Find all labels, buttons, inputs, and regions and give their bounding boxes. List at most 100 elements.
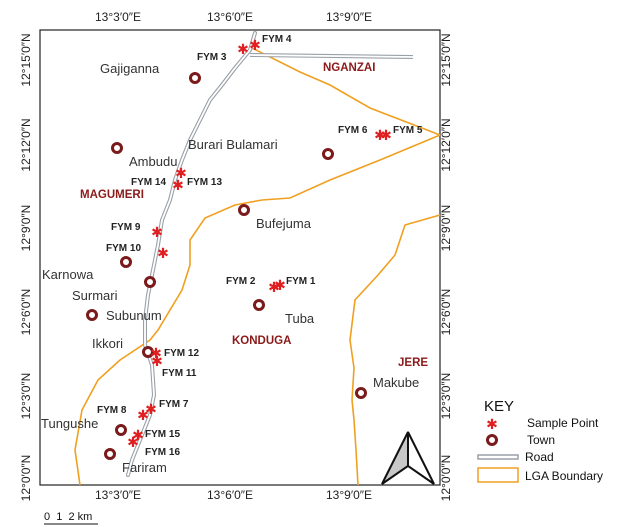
sample-point-fym-10: ✱ FYM 10 [106,243,169,261]
sample-point-label: FYM 16 [145,447,180,458]
town-label: Tuba [285,311,315,326]
sample-point-fym-14: ✱ FYM 14 [131,165,187,188]
sample-point-fym-15: ✱ FYM 15 [132,427,180,443]
lat-tick-left-5: 12°3′0″N [19,373,33,420]
sample-point-marker: ✱ [374,127,386,143]
lon-tick-bottom-2: 13°6′0″E [207,488,253,502]
lon-ticks-top: 13°3′0″E 13°6′0″E 13°9′0″E [95,10,372,24]
lat-ticks-right: 12°15′0″N 12°12′0″N 12°9′0″N 12°6′0″N 12… [439,33,453,501]
sample-point-label: FYM 6 [338,125,368,136]
scale-bar: 0 1 2 km [44,511,98,525]
lon-tick-bottom-3: 13°9′0″E [326,488,372,502]
lat-ticks-left: 12°15′0″N 12°12′0″N 12°9′0″N 12°6′0″N 12… [19,33,33,501]
sample-point-fym-5: ✱ FYM 5 [380,125,423,143]
sample-point-fym-12: ✱ FYM 12 [150,345,199,361]
sample-point-label: FYM 14 [131,177,166,188]
lga-label-nganzai: NGANZAI [323,62,375,74]
legend-title: KEY [484,398,514,415]
lon-ticks-bottom: 13°3′0″E 13°6′0″E 13°9′0″E [95,488,372,502]
legend-sample-point-label: Sample Point [527,416,599,430]
town-bufejuma: Bufejuma [238,204,312,231]
north-arrow-right-half [407,431,435,485]
town-marker [238,204,250,216]
sample-point-fym-13: ✱ FYM 13 [172,177,222,193]
sample-point-label: FYM 15 [145,429,180,440]
town-makube: Makube [355,375,419,399]
town-label: Subunum [106,308,162,323]
town-marker [322,148,334,160]
lat-tick-left-1: 12°15′0″N [19,33,33,86]
lon-tick-top-1: 13°3′0″E [95,10,141,24]
town-marker [120,256,132,268]
towns: Gajiganna Ambudu Burari Bulamari Bufejum… [41,61,419,475]
north-arrow-icon [381,431,435,485]
town-subunum: Subunum [86,308,162,323]
town-label: Makube [373,375,419,390]
town-marker [104,448,116,460]
lga-label-jere: JERE [398,357,428,369]
legend-lga-boundary-icon [477,467,519,483]
legend-road-label: Road [525,450,554,464]
sample-point-marker: ✱ [380,127,392,143]
legend: KEY ✱ Sample Point Town Road LGA Boundar… [477,398,603,483]
lat-tick-right-6: 12°0′0″N [439,455,453,502]
sample-point-label: FYM 12 [164,348,199,359]
town-label: Gajiganna [100,61,160,76]
sample-point-marker: ✱ [151,353,163,369]
legend-road-icon [477,454,519,460]
sample-point-marker: ✱ [268,279,280,295]
town-marker [253,299,265,311]
lon-tick-bottom-1: 13°3′0″E [95,488,141,502]
town-label: Tungushe [41,416,98,431]
sample-point-label: FYM 2 [226,276,256,287]
lat-tick-right-2: 12°12′0″N [439,118,453,171]
sample-point-fym-11: ✱ FYM 11 [151,353,197,379]
lon-tick-top-2: 13°6′0″E [207,10,253,24]
town-ambudu: Ambudu [111,142,177,169]
lga-labels: NGANZAI MAGUMERI KONDUGA JERE [80,62,428,369]
road [126,31,414,477]
town-marker [111,142,123,154]
sample-point-label: FYM 5 [393,125,423,136]
sample-point-label: FYM 11 [162,368,197,379]
town-gajiganna: Gajiganna [100,61,201,84]
sample-point-fym-8: ✱ FYM 8 [97,405,149,423]
sample-point-marker: ✱ [175,165,187,181]
lga-boundary-nganzai [251,47,441,136]
sample-point-fym-1: ✱ FYM 1 [274,276,316,293]
lga-boundary-jere [349,214,441,486]
sample-point-fym-16: ✱ FYM 16 [127,434,180,458]
scale-bar-label: 0 1 2 km [44,511,92,523]
sample-point-marker: ✱ [132,427,144,443]
lat-tick-left-2: 12°12′0″N [19,118,33,171]
sample-points: ✱ FYM 1 ✱ FYM 2 ✱ FYM 3 ✱ FYM 4 ✱ FYM 5 … [97,34,423,458]
lga-boundary-magumeri-konduga-north [74,134,441,486]
sample-point-marker: ✱ [137,407,149,423]
legend-lga-boundary-label: LGA Boundary [525,469,603,483]
sample-point-fym-9: ✱ FYM 9 [111,222,163,240]
sample-point-marker: ✱ [172,177,184,193]
sample-point-label: FYM 8 [97,405,127,416]
lat-tick-right-3: 12°9′0″N [439,205,453,252]
sample-point-fym-3: ✱ FYM 3 [197,41,249,63]
sample-point-fym-7: ✱ FYM 7 [145,399,189,417]
lat-tick-right-5: 12°3′0″N [439,373,453,420]
lga-label-konduga: KONDUGA [232,335,291,347]
town-marker [86,309,98,321]
sample-point-label: FYM 1 [286,276,316,287]
town-fariram: Fariram [104,448,167,475]
town-ikkori: Ikkori [92,336,154,358]
town-marker [144,276,156,288]
sample-point-marker: ✱ [274,277,286,293]
lat-tick-right-1: 12°15′0″N [439,33,453,86]
sample-point-marker: ✱ [157,245,169,261]
town-label: Fariram [122,460,167,475]
town-marker [189,72,201,84]
sample-point-marker: ✱ [150,345,162,361]
legend-town-icon [486,434,498,446]
town-label: Burari Bulamari [188,137,278,152]
sample-point-marker: ✱ [249,37,261,53]
town-marker [115,424,127,436]
sample-point-label: FYM 10 [106,243,141,254]
